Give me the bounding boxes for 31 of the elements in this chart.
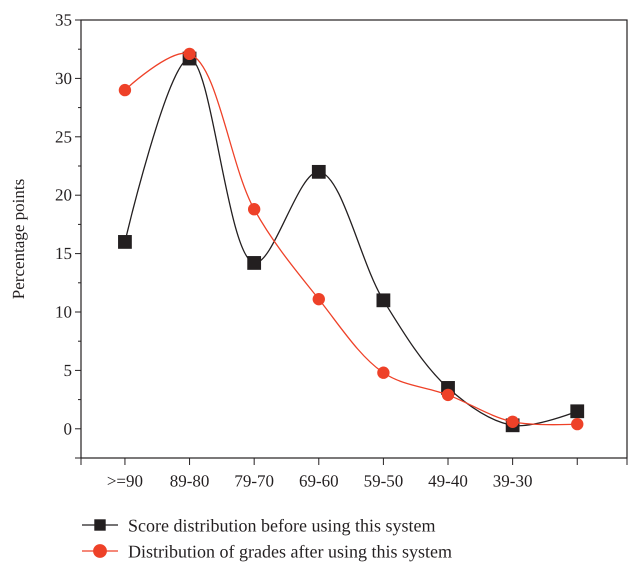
x-tick-label: 49-40 xyxy=(428,472,468,491)
legend-label: Distribution of grades after using this system xyxy=(128,541,452,562)
point xyxy=(247,256,262,270)
point xyxy=(506,416,519,428)
y-tick-label: 15 xyxy=(55,244,72,264)
x-tick-label: 89-80 xyxy=(170,472,210,491)
y-tick-label: 20 xyxy=(55,186,72,205)
point xyxy=(183,48,196,60)
y-tick-label: 0 xyxy=(64,419,72,438)
y-tick-label: 10 xyxy=(55,302,72,322)
point xyxy=(118,235,132,249)
legend-label: Score distribution before using this system xyxy=(128,515,436,536)
point xyxy=(377,366,390,379)
point xyxy=(570,404,584,418)
point xyxy=(571,418,584,430)
point xyxy=(248,203,260,216)
x-tick-label: 39-30 xyxy=(492,472,532,491)
y-tick-label: 25 xyxy=(55,127,72,146)
point xyxy=(312,164,326,179)
y-tick-label: 35 xyxy=(55,10,72,30)
x-tick-label: 59-50 xyxy=(364,472,404,491)
x-tick-label: >=90 xyxy=(106,472,144,491)
y-axis-title: Percentage points xyxy=(9,178,28,300)
point xyxy=(376,293,390,308)
point xyxy=(442,388,454,402)
point xyxy=(312,292,325,306)
y-tick-label: 5 xyxy=(64,360,72,380)
point xyxy=(118,84,132,96)
y-tick-label: 30 xyxy=(55,68,72,88)
x-tick-label: 79-70 xyxy=(234,472,274,491)
x-tick-label: 69-60 xyxy=(298,472,339,491)
